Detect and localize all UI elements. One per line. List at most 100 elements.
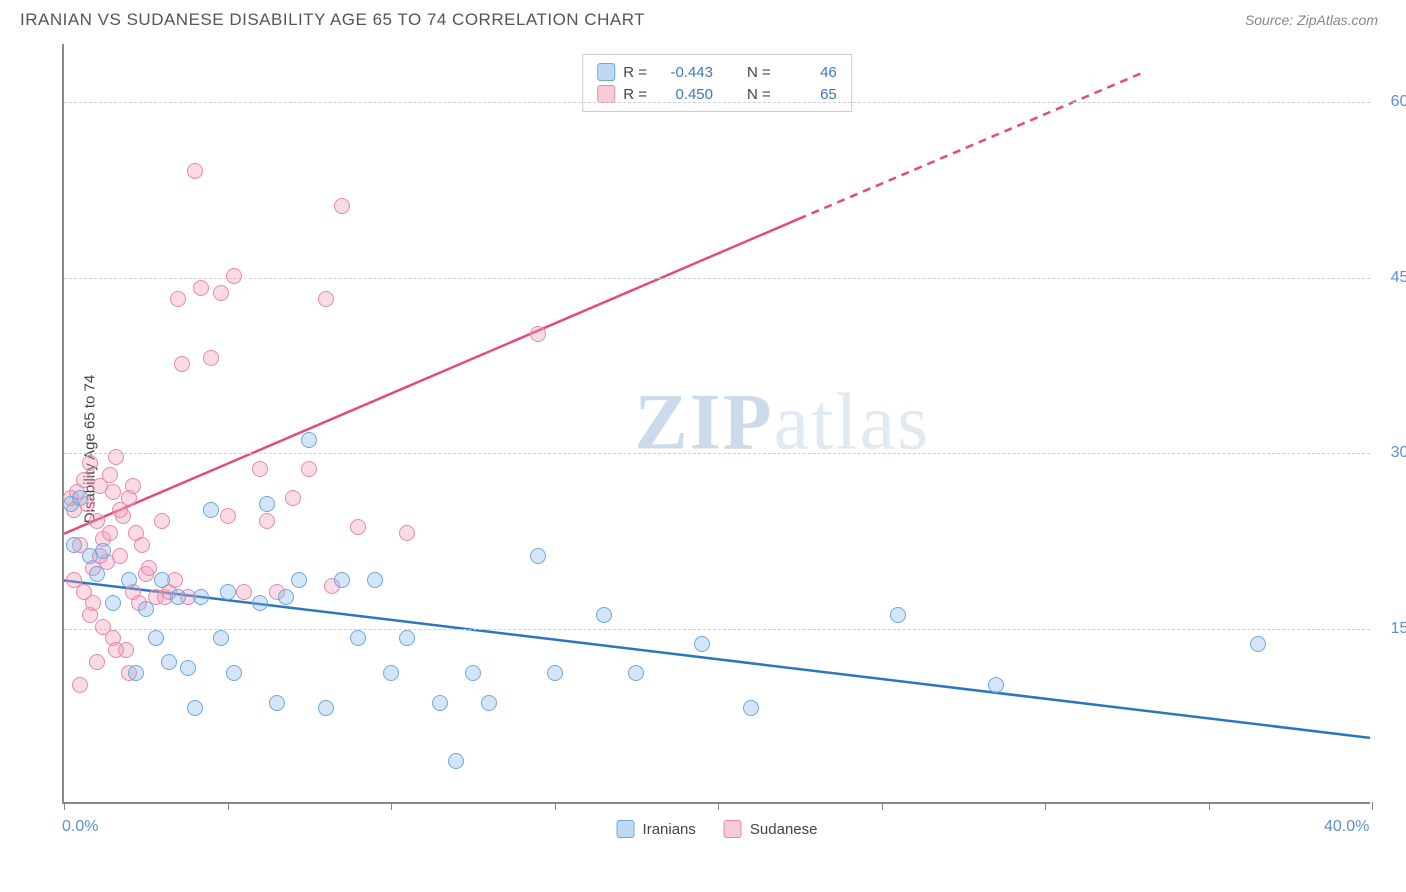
y-tick-label: 15.0%	[1391, 620, 1406, 638]
swatch-blue-icon	[597, 63, 615, 81]
data-point	[252, 461, 268, 477]
data-point	[318, 700, 334, 716]
x-tick	[555, 802, 556, 810]
data-point	[301, 432, 317, 448]
legend-row-iranians: R = -0.443 N = 46	[597, 61, 837, 83]
grid-line	[64, 453, 1370, 454]
data-point	[174, 356, 190, 372]
data-point	[105, 484, 121, 500]
data-point	[481, 695, 497, 711]
data-point	[432, 695, 448, 711]
x-tick	[64, 802, 65, 810]
data-point	[89, 566, 105, 582]
data-point	[112, 502, 128, 518]
data-point	[102, 525, 118, 541]
data-point	[170, 291, 186, 307]
data-point	[89, 513, 105, 529]
data-point	[259, 513, 275, 529]
data-point	[72, 490, 88, 506]
sudanese-label: Sudanese	[750, 821, 818, 838]
data-point	[121, 572, 137, 588]
data-point	[112, 548, 128, 564]
data-point	[72, 677, 88, 693]
data-point	[743, 700, 759, 716]
data-point	[82, 455, 98, 471]
source-label: Source: ZipAtlas.com	[1245, 12, 1378, 28]
data-point	[193, 589, 209, 605]
x-tick	[1209, 802, 1210, 810]
data-point	[694, 636, 710, 652]
data-point	[448, 753, 464, 769]
y-tick-label: 60.0%	[1391, 93, 1406, 111]
data-point	[89, 654, 105, 670]
grid-line	[64, 102, 1370, 103]
data-point	[203, 502, 219, 518]
iranians-r-value: -0.443	[655, 64, 713, 81]
data-point	[278, 589, 294, 605]
swatch-blue-icon	[617, 820, 635, 838]
data-point	[203, 350, 219, 366]
chart-header: IRANIAN VS SUDANESE DISABILITY AGE 65 TO…	[0, 0, 1406, 38]
data-point	[399, 630, 415, 646]
data-point	[213, 630, 229, 646]
chart-title: IRANIAN VS SUDANESE DISABILITY AGE 65 TO…	[20, 10, 645, 30]
data-point	[399, 525, 415, 541]
sudanese-r-value: 0.450	[655, 86, 713, 103]
data-point	[95, 543, 111, 559]
data-point	[530, 548, 546, 564]
data-point	[285, 490, 301, 506]
data-point	[988, 677, 1004, 693]
legend-item-iranians: Iranians	[617, 820, 696, 838]
data-point	[334, 572, 350, 588]
r-label: R =	[623, 64, 647, 81]
trend-lines	[64, 44, 1370, 802]
data-point	[350, 630, 366, 646]
data-point	[102, 467, 118, 483]
data-point	[108, 642, 124, 658]
data-point	[1250, 636, 1266, 652]
plot-area: ZIPatlas R = -0.443 N = 46 R = 0.450 N =…	[62, 44, 1370, 804]
data-point	[76, 472, 92, 488]
data-point	[95, 619, 111, 635]
data-point	[187, 163, 203, 179]
data-point	[596, 607, 612, 623]
data-point	[66, 537, 82, 553]
data-point	[383, 665, 399, 681]
data-point	[154, 513, 170, 529]
data-point	[259, 496, 275, 512]
data-point	[252, 595, 268, 611]
data-point	[628, 665, 644, 681]
data-point	[220, 508, 236, 524]
grid-line	[64, 629, 1370, 630]
grid-line	[64, 278, 1370, 279]
data-point	[170, 589, 186, 605]
data-point	[105, 595, 121, 611]
y-tick-label: 45.0%	[1391, 269, 1406, 287]
data-point	[350, 519, 366, 535]
data-point	[193, 280, 209, 296]
data-point	[213, 285, 229, 301]
data-point	[890, 607, 906, 623]
data-point	[220, 584, 236, 600]
data-point	[148, 630, 164, 646]
series-legend: Iranians Sudanese	[617, 820, 818, 838]
data-point	[547, 665, 563, 681]
chart-container: Disability Age 65 to 74 ZIPatlas R = -0.…	[20, 44, 1386, 854]
data-point	[141, 560, 157, 576]
r-label: R =	[623, 86, 647, 103]
data-point	[301, 461, 317, 477]
data-point	[318, 291, 334, 307]
iranians-label: Iranians	[643, 821, 696, 838]
iranians-n-value: 46	[779, 64, 837, 81]
x-tick-label: 40.0%	[1324, 818, 1369, 836]
x-tick-label: 0.0%	[62, 818, 98, 836]
data-point	[154, 572, 170, 588]
sudanese-n-value: 65	[779, 86, 837, 103]
x-tick	[228, 802, 229, 810]
swatch-pink-icon	[724, 820, 742, 838]
data-point	[161, 654, 177, 670]
watermark: ZIPatlas	[634, 378, 930, 469]
x-tick	[718, 802, 719, 810]
data-point	[291, 572, 307, 588]
x-tick	[391, 802, 392, 810]
